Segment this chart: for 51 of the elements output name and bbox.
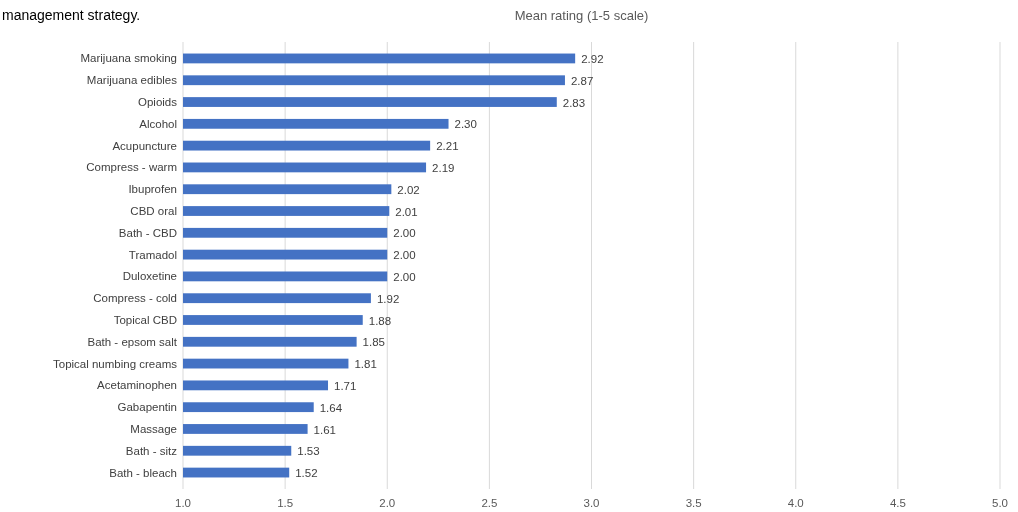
- y-tick-label: Bath - epsom salt: [87, 335, 178, 348]
- y-tick-label: Acetaminophen: [97, 379, 177, 392]
- data-label: 1.85: [362, 336, 385, 349]
- x-tick-label: 4.0: [787, 497, 804, 509]
- data-label: 1.64: [319, 401, 343, 414]
- data-label: 1.71: [334, 379, 357, 392]
- y-tick-label: Bath - sitz: [125, 444, 178, 457]
- data-label: 1.92: [376, 292, 400, 305]
- x-tick-label: 1.5: [277, 497, 294, 509]
- x-tick-label: 2.0: [379, 497, 396, 509]
- data-label: 1.52: [295, 467, 318, 480]
- x-tick-label: 3.0: [583, 497, 600, 509]
- x-tick-label: 1.0: [175, 497, 191, 509]
- data-label: 2.87: [570, 74, 594, 87]
- chart-title: Mean rating (1-5 scale): [514, 8, 649, 23]
- data-label: 2.00: [393, 271, 416, 283]
- data-label: 2.00: [393, 227, 416, 240]
- y-tick-label: Opioids: [138, 96, 178, 109]
- data-label: 2.19: [432, 162, 455, 175]
- y-tick-label: CBD oral: [130, 205, 177, 218]
- y-tick-label: Topical CBD: [113, 314, 177, 327]
- y-tick-label: Topical numbing creams: [52, 357, 178, 370]
- data-label: 2.92: [581, 53, 604, 66]
- data-label: 2.02: [397, 183, 420, 196]
- text: management strategy.: [2, 7, 141, 23]
- data-label: 1.88: [368, 314, 392, 327]
- y-tick-label: Gabapentin: [117, 401, 177, 414]
- data-label: 2.83: [562, 96, 586, 109]
- y-tick-label: Alcohol: [139, 117, 177, 130]
- y-tick-label: Duloxetine: [122, 270, 177, 283]
- data-label: 1.81: [354, 358, 377, 371]
- data-label: 2.21: [436, 140, 459, 153]
- y-tick-label: Bath - CBD: [118, 226, 177, 239]
- data-label: 2.01: [395, 205, 418, 218]
- y-tick-label: Marijuana smoking: [80, 52, 177, 65]
- x-tick-label: 3.5: [685, 497, 702, 509]
- x-tick-label: 5.0: [992, 497, 1008, 509]
- x-tick-label: 4.5: [889, 497, 906, 509]
- y-tick-label: Massage: [130, 422, 177, 435]
- y-tick-label: Bath - bleach: [109, 466, 177, 479]
- x-tick-label: 2.5: [481, 497, 498, 509]
- data-label: 1.53: [297, 445, 320, 458]
- y-tick-label: Ibuprofen: [128, 183, 177, 196]
- y-tick-label: Acupuncture: [112, 139, 177, 152]
- data-label: 1.61: [313, 423, 336, 436]
- y-tick-label: Compress - warm: [86, 161, 177, 174]
- data-label: 2.00: [393, 249, 416, 262]
- y-tick-label: Tramadol: [128, 248, 177, 261]
- y-tick-label: Marijuana edibles: [86, 74, 178, 87]
- y-tick-label: Compress - cold: [93, 292, 177, 305]
- data-label: 2.30: [454, 118, 477, 131]
